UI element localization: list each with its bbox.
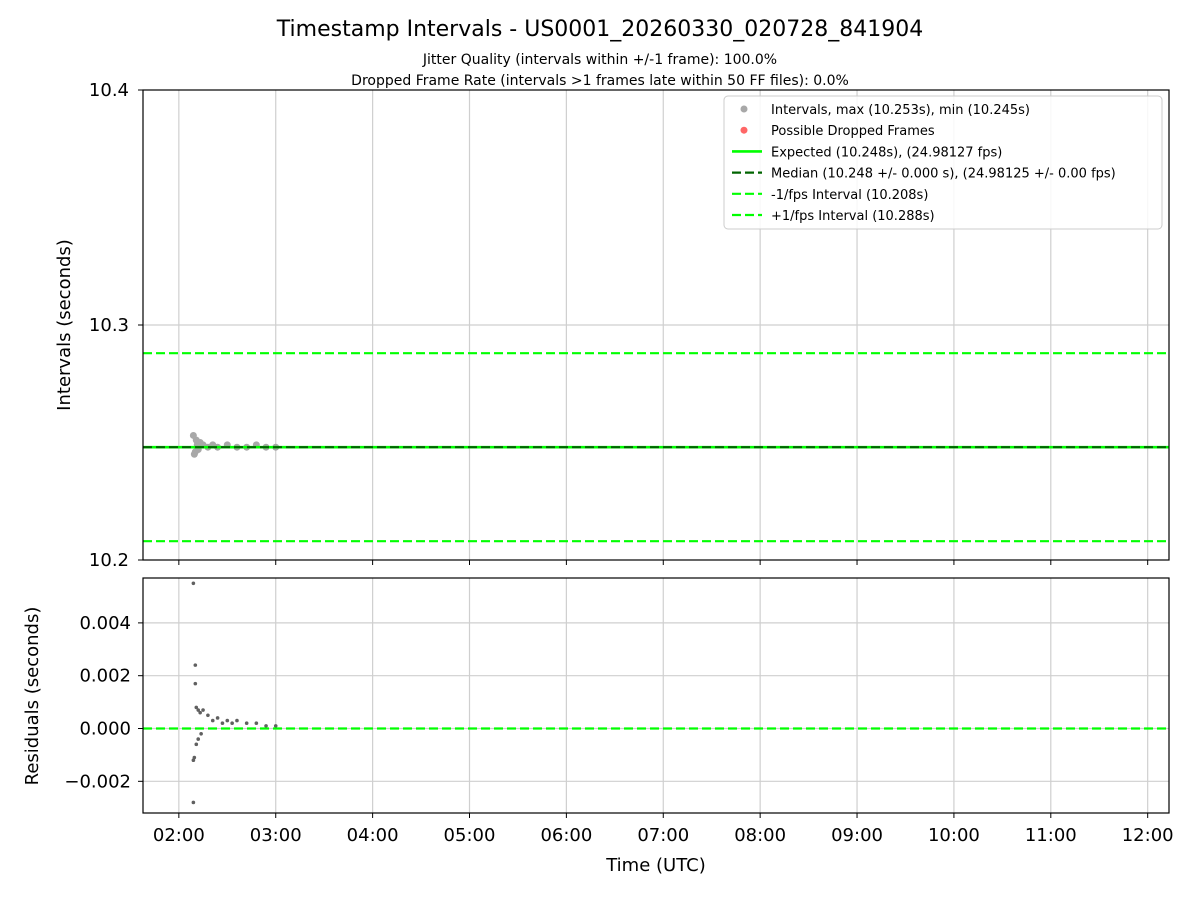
legend-marker-1 [740,126,748,134]
residuals-y-tick-label: 0.004 [79,613,131,634]
residual-point [215,716,220,720]
residuals-y-tick-label: 0.000 [79,719,131,740]
residual-point [273,724,278,728]
legend-label-1: Possible Dropped Frames [771,124,935,139]
x-tick-label: 08:00 [734,825,786,846]
residuals-y-axis-label: Residuals (seconds) [22,607,43,786]
residual-point [264,724,268,728]
intervals-series [143,352,1169,543]
legend-label-5: +1/fps Interval (10.288s) [771,209,935,224]
x-tick-label: 09:00 [831,825,883,846]
residuals-y-tick-label: −0.002 [64,771,131,792]
legend-label-3: Median (10.248 +/- 0.000 s), (24.98125 +… [771,167,1116,182]
residual-point [225,718,230,723]
residual-point [191,800,196,805]
legend-label-0: Intervals, max (10.253s), min (10.245s) [771,103,1030,118]
x-tick-label: 06:00 [540,825,592,846]
legend-box [723,95,1163,230]
residual-point [206,713,210,718]
residual-point [193,681,198,686]
residuals-series [143,581,1169,805]
x-tick-label: 07:00 [637,825,689,846]
x-axis-label: Time (UTC) [605,855,706,876]
residual-point [210,718,215,723]
residual-point [244,721,249,726]
residuals-plot-frame [142,577,1170,814]
residual-point [192,755,197,760]
legend-label-4: -1/fps Interval (10.208s) [771,188,928,203]
residual-point [198,710,202,715]
residuals-y-ticks: −0.002 0.000 0.002 0.004 [64,613,143,792]
intervals-y-tick-label: 10.3 [89,315,129,336]
residual-point [235,718,239,723]
residuals-y-tick-label: 0.002 [79,666,131,687]
x-tick-label: 03:00 [250,825,302,846]
residual-point [194,705,199,710]
intervals-y-tick-label: 10.2 [89,550,129,571]
intervals-y-ticks: 10.2 10.3 10.4 [89,80,143,571]
x-tick-label: 04:00 [347,825,399,846]
residual-point [191,581,196,586]
residual-point [194,742,199,747]
chart-subtitle-dropped: Dropped Frame Rate (intervals >1 frames … [351,73,849,89]
chart-subtitle-jitter: Jitter Quality (intervals within +/-1 fr… [422,52,777,68]
residual-point [199,731,203,736]
x-tick-label: 05:00 [444,825,496,846]
legend-marker-0 [740,105,748,113]
x-tick-label: 10:00 [928,825,980,846]
intervals-y-tick-label: 10.4 [89,80,129,101]
residual-point [220,721,225,726]
chart-legend: Intervals, max (10.253s), min (10.245s) P… [723,95,1163,230]
residual-point [196,708,201,712]
residual-point [254,721,259,726]
residual-point [201,708,205,712]
residual-point [196,737,201,741]
residuals-grid [143,578,1169,813]
legend-label-2: Expected (10.248s), (24.98127 fps) [771,145,1002,160]
chart-title: Timestamp Intervals - US0001_20260330_02… [276,17,923,42]
intervals-x-ticks [178,560,1149,565]
residuals-x-ticks: 02:00 03:00 04:00 05:00 06:00 07:00 08:00 09:00… [153,813,1174,846]
intervals-y-axis-label: Intervals (seconds) [54,239,75,411]
x-tick-label: 02:00 [153,825,205,846]
x-tick-label: 11:00 [1025,825,1077,846]
x-tick-label: 12:00 [1122,825,1174,846]
residual-point [193,663,198,667]
residual-point [230,721,234,726]
